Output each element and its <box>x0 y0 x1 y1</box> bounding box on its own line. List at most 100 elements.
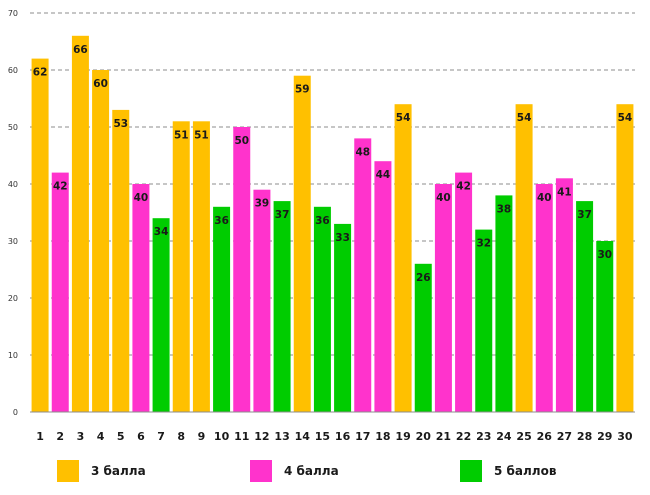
data-label: 26 <box>416 272 431 284</box>
legend-item-4-balla: 4 балла <box>250 458 339 484</box>
data-label: 48 <box>355 146 370 158</box>
data-label: 38 <box>497 203 512 215</box>
x-tick-label: 30 <box>617 430 633 443</box>
grid-lines <box>30 12 635 356</box>
data-label: 37 <box>577 209 592 221</box>
y-tick-label: 10 <box>8 351 18 360</box>
legend-item-5-ballov: 5 баллов <box>460 458 556 484</box>
bars <box>31 35 634 413</box>
data-label: 54 <box>396 112 411 124</box>
x-tick-label: 2 <box>56 430 64 443</box>
x-tick-label: 10 <box>214 430 230 443</box>
x-tick-label: 12 <box>254 430 269 443</box>
x-tick-label: 19 <box>395 430 410 443</box>
bar <box>515 104 533 412</box>
bar <box>555 178 573 412</box>
legend-swatch-5-ballov <box>460 460 482 482</box>
data-label: 44 <box>376 169 391 181</box>
bar <box>495 195 513 412</box>
data-label: 33 <box>335 232 350 244</box>
bar <box>354 138 372 412</box>
bar <box>475 229 493 412</box>
bar <box>576 201 594 412</box>
data-label: 51 <box>174 129 189 141</box>
bar <box>273 201 291 412</box>
legend-label-3-balla: 3 балла <box>91 464 146 478</box>
x-tick-label: 4 <box>97 430 105 443</box>
x-tick-label: 15 <box>315 430 330 443</box>
bar <box>31 58 49 412</box>
x-tick-label: 3 <box>77 430 85 443</box>
bar <box>132 184 150 412</box>
x-tick-label: 17 <box>355 430 370 443</box>
bar <box>112 109 130 413</box>
data-label: 30 <box>597 249 612 261</box>
bar <box>414 263 432 412</box>
bar <box>192 121 210 413</box>
data-label: 32 <box>476 238 491 250</box>
x-axis-ticks: 1 2 3 4 5 6 7 8 9 10 11 12 13 14 15 16 17 18 19 20 21 22 23 24 2… <box>36 430 633 443</box>
data-label: 40 <box>436 192 451 204</box>
bar <box>455 172 473 412</box>
data-label: 54 <box>517 112 532 124</box>
y-tick-label: 50 <box>8 123 18 132</box>
bar <box>394 104 412 412</box>
bar <box>596 241 614 412</box>
bar <box>334 223 352 412</box>
y-tick-label: 70 <box>8 9 18 18</box>
bar <box>313 206 331 412</box>
data-label: 40 <box>537 192 552 204</box>
bar <box>535 184 553 412</box>
data-label: 59 <box>295 84 310 96</box>
x-tick-label: 13 <box>274 430 289 443</box>
data-label: 60 <box>93 78 108 90</box>
x-tick-label: 20 <box>416 430 432 443</box>
x-tick-label: 5 <box>117 430 125 443</box>
bar <box>172 121 190 413</box>
data-label: 51 <box>194 129 209 141</box>
bar <box>374 161 392 412</box>
data-label: 42 <box>53 181 68 193</box>
x-tick-label: 27 <box>557 430 572 443</box>
data-label: 39 <box>255 198 270 210</box>
legend-item-3-balla: 3 балла <box>57 458 146 484</box>
x-tick-label: 11 <box>234 430 249 443</box>
x-tick-label: 9 <box>198 430 206 443</box>
bar <box>233 127 251 412</box>
data-label: 66 <box>73 44 88 56</box>
x-tick-label: 14 <box>295 430 311 443</box>
bar <box>213 206 231 412</box>
y-tick-label: 40 <box>8 180 18 189</box>
legend-swatch-3-balla <box>57 460 79 482</box>
data-label: 54 <box>618 112 633 124</box>
data-label: 50 <box>234 135 249 147</box>
bar <box>71 35 89 413</box>
bar <box>293 75 311 412</box>
data-labels: 62 42 66 60 53 40 34 51 51 36 50 39 37 59 36 33 48 44 54 26… <box>33 44 632 284</box>
x-tick-label: 26 <box>537 430 553 443</box>
legend-label-4-balla: 4 балла <box>284 464 339 478</box>
bar <box>434 184 452 412</box>
x-tick-label: 24 <box>496 430 512 443</box>
data-label: 36 <box>315 215 330 227</box>
data-label: 37 <box>275 209 290 221</box>
bar <box>152 218 170 412</box>
x-tick-label: 8 <box>177 430 185 443</box>
x-tick-label: 16 <box>335 430 351 443</box>
legend-label-5-ballov: 5 баллов <box>494 464 557 478</box>
y-tick-label: 60 <box>8 66 18 75</box>
x-tick-label: 29 <box>597 430 612 443</box>
x-tick-label: 21 <box>436 430 451 443</box>
data-label: 42 <box>456 181 471 193</box>
legend-swatch-4-balla <box>250 460 272 482</box>
x-tick-label: 7 <box>157 430 165 443</box>
x-tick-label: 6 <box>137 430 145 443</box>
x-tick-label: 18 <box>375 430 390 443</box>
bar <box>92 70 110 412</box>
bar <box>616 104 634 412</box>
x-tick-label: 1 <box>36 430 44 443</box>
y-tick-label: 20 <box>8 294 18 303</box>
y-axis-ticks: 0 10 20 30 40 50 60 70 <box>8 9 18 417</box>
x-tick-label: 28 <box>577 430 592 443</box>
